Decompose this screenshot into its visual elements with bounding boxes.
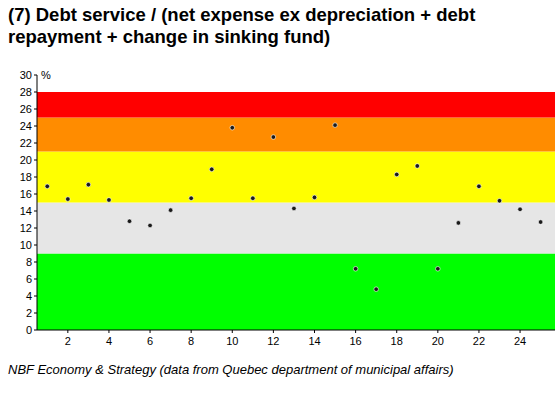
x-tick (355, 330, 356, 333)
y-tick-label: 24 (20, 120, 32, 132)
y-tick (34, 245, 37, 246)
x-tick (191, 330, 192, 333)
x-axis (37, 330, 555, 331)
band (37, 254, 555, 331)
y-tick (34, 194, 37, 195)
x-tick-label: 24 (514, 335, 526, 347)
point (415, 164, 420, 169)
y-tick-label: 18 (20, 171, 32, 183)
x-tick-label: 14 (308, 335, 320, 347)
y-tick (34, 109, 37, 110)
y-tick-label: 4 (26, 290, 32, 302)
x-tick (478, 330, 479, 333)
point (271, 135, 276, 140)
band (37, 203, 555, 254)
y-tick (34, 143, 37, 144)
y-tick-label: 8 (26, 256, 32, 268)
y-tick-label: 10 (20, 239, 32, 251)
x-tick-label: 6 (147, 335, 153, 347)
point (189, 196, 194, 201)
point (312, 195, 317, 200)
x-tick (520, 330, 521, 333)
y-tick (34, 75, 37, 76)
point (230, 125, 235, 130)
point (45, 184, 50, 189)
point (497, 199, 502, 204)
y-tick-label: 28 (20, 86, 32, 98)
y-tick (34, 262, 37, 263)
x-tick-label: 22 (473, 335, 485, 347)
x-tick-label: 10 (226, 335, 238, 347)
y-tick-label: 26 (20, 103, 32, 115)
x-tick-label: 20 (432, 335, 444, 347)
y-tick-label: 0 (26, 324, 32, 336)
source-note: NBF Economy & Strategy (data from Quebec… (8, 362, 454, 377)
point (353, 267, 358, 272)
y-tick (34, 279, 37, 280)
point (333, 123, 338, 128)
x-tick-label: 4 (106, 335, 112, 347)
y-tick (34, 296, 37, 297)
y-tick-label: 2 (26, 307, 32, 319)
y-tick-label: 6 (26, 273, 32, 285)
x-tick-label: 18 (391, 335, 403, 347)
band (37, 92, 555, 118)
plot-area (37, 92, 555, 330)
chart: 0246810121416182022242628302468101214161… (0, 0, 560, 394)
y-tick-label: 30 (20, 69, 32, 81)
point (66, 197, 71, 202)
x-tick-label: 2 (65, 335, 71, 347)
point (127, 219, 132, 224)
y-axis-label: % (41, 69, 51, 81)
x-tick-label: 12 (267, 335, 279, 347)
point (107, 198, 112, 203)
x-tick (396, 330, 397, 333)
point (518, 207, 523, 212)
y-tick-label: 14 (20, 205, 32, 217)
x-tick (437, 330, 438, 333)
y-tick-label: 16 (20, 188, 32, 200)
y-tick-label: 20 (20, 154, 32, 166)
point (456, 221, 461, 226)
x-tick-label: 8 (188, 335, 194, 347)
point (251, 196, 256, 201)
point (374, 287, 379, 292)
y-tick (34, 211, 37, 212)
x-tick (314, 330, 315, 333)
point (538, 220, 543, 225)
band (37, 152, 555, 203)
title: (7) Debt service / (net expense ex depre… (8, 4, 518, 48)
x-tick (232, 330, 233, 333)
band (37, 118, 555, 152)
x-tick (273, 330, 274, 333)
y-tick-label: 12 (20, 222, 32, 234)
y-axis (37, 75, 38, 330)
y-tick (34, 92, 37, 93)
point (292, 206, 297, 211)
y-tick (34, 177, 37, 178)
point (436, 267, 441, 272)
point (209, 167, 214, 172)
y-tick (34, 313, 37, 314)
x-tick (67, 330, 68, 333)
x-tick (150, 330, 151, 333)
point (394, 172, 399, 177)
x-tick (108, 330, 109, 333)
point (86, 182, 91, 187)
y-tick (34, 160, 37, 161)
point (168, 208, 173, 213)
y-tick-label: 22 (20, 137, 32, 149)
point (477, 184, 482, 189)
y-tick (34, 126, 37, 127)
y-tick (34, 330, 37, 331)
point (148, 223, 153, 228)
y-tick (34, 228, 37, 229)
x-tick-label: 16 (349, 335, 361, 347)
